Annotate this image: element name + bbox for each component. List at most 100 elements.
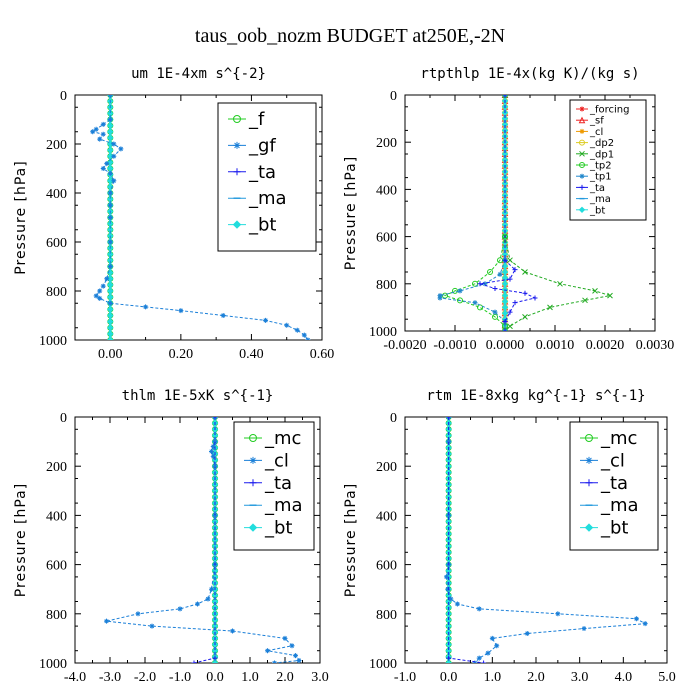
legend-label: _forcing xyxy=(589,105,630,116)
data-point xyxy=(507,309,513,315)
y-tick-label: 400 xyxy=(376,183,397,198)
data-point xyxy=(111,141,117,147)
data-point xyxy=(446,417,452,420)
legend-marker xyxy=(585,479,593,487)
legend-entry: _cl xyxy=(244,450,289,471)
series-line xyxy=(443,95,506,331)
data-point xyxy=(135,611,141,617)
y-tick-label: 800 xyxy=(376,278,397,293)
series-line xyxy=(504,95,611,331)
data-point xyxy=(532,295,538,301)
data-point xyxy=(93,126,99,132)
data-point xyxy=(633,616,639,622)
legend-marker xyxy=(579,162,585,168)
data-point xyxy=(293,653,298,659)
y-tick-label: 200 xyxy=(46,460,67,475)
data-point xyxy=(501,304,509,311)
data-point xyxy=(557,280,563,287)
legend-label: _cl xyxy=(264,450,289,471)
x-tick-label: -0.0010 xyxy=(433,338,476,353)
data-point xyxy=(177,606,183,612)
data-point xyxy=(477,281,483,287)
legend-label: _bt xyxy=(589,205,605,216)
data-point xyxy=(111,153,117,159)
chart-title: um 1E-4xm s^{-2} xyxy=(131,66,266,82)
x-tick-label: 0.20 xyxy=(169,347,194,362)
data-point xyxy=(485,650,491,656)
x-tick-label: -1.0 xyxy=(394,670,416,685)
x-tick-label: 3.0 xyxy=(571,670,589,685)
data-point xyxy=(502,328,508,331)
data-point xyxy=(107,239,113,245)
legend-label: _dp2 xyxy=(589,138,614,149)
data-point xyxy=(107,128,114,135)
legend-label: _ma xyxy=(589,194,611,205)
legend-label: _ma xyxy=(264,495,303,516)
legend-entry: _tp1 xyxy=(576,172,612,183)
x-tick-label: -2.0 xyxy=(134,670,156,685)
series-line xyxy=(479,95,537,331)
series-ta xyxy=(191,417,218,663)
y-tick-label: 600 xyxy=(376,231,397,246)
data-point xyxy=(443,574,449,580)
data-point xyxy=(437,295,443,301)
data-point xyxy=(93,293,99,299)
data-point xyxy=(482,281,488,287)
data-point xyxy=(294,327,300,333)
series-tp1 xyxy=(437,95,508,331)
y-tick-label: 600 xyxy=(376,559,397,574)
legend-entry: _ta xyxy=(244,473,292,494)
legend-label: _tp2 xyxy=(589,161,612,172)
data-point xyxy=(90,129,96,135)
chart-title: rtm 1E-8xkg kg^{-1} s^{-1} xyxy=(426,388,645,404)
legend-marker xyxy=(579,128,585,134)
legend-marker xyxy=(248,523,258,532)
y-tick-label: 0 xyxy=(390,411,397,426)
data-point xyxy=(502,233,508,240)
series-ta xyxy=(477,95,538,331)
plot-area xyxy=(104,417,302,663)
data-point xyxy=(492,286,498,292)
data-point xyxy=(107,336,114,340)
data-point xyxy=(502,257,508,263)
x-tick-label: 5.0 xyxy=(658,670,676,685)
series-line xyxy=(448,417,484,663)
chart-title: thlm 1E-5xK s^{-1} xyxy=(122,388,274,404)
chart-panel-1: um 1E-4xm s^{-2} 0 200 400 600 800 1000 0.00 0.2… xyxy=(13,66,334,362)
x-tick-label: -0.0020 xyxy=(383,338,426,353)
data-point xyxy=(212,417,218,420)
series-line xyxy=(439,95,506,331)
legend-marker xyxy=(585,456,593,464)
legend-entry: _mc xyxy=(580,428,637,449)
data-point xyxy=(107,134,114,142)
series-tp2 xyxy=(442,95,508,331)
legend-frame xyxy=(233,421,315,551)
x-tick-label: 0.00 xyxy=(98,347,123,362)
legend-entry: _bt xyxy=(576,205,605,216)
data-point xyxy=(512,300,518,306)
x-tick-label: 0.60 xyxy=(310,347,335,362)
data-point xyxy=(501,292,509,299)
data-point xyxy=(107,293,114,301)
data-point xyxy=(524,630,530,636)
legend-marker xyxy=(233,115,241,123)
data-point xyxy=(522,313,528,320)
data-point xyxy=(107,190,113,196)
legend-label: _gf xyxy=(248,135,276,156)
data-point xyxy=(104,161,110,167)
data-point xyxy=(212,463,218,469)
legend-frame xyxy=(569,421,659,551)
data-point xyxy=(481,660,487,663)
legend-marker xyxy=(232,220,242,229)
y-tick-label: 1000 xyxy=(369,325,397,340)
data-point xyxy=(507,323,513,330)
data-point xyxy=(446,512,452,518)
data-point xyxy=(104,618,109,624)
x-tick-label: 0.0000 xyxy=(486,338,525,353)
legend-entry: _f xyxy=(228,109,265,130)
chart-panel-3: thlm 1E-5xK s^{-1}02004006008001000-4.0-… xyxy=(13,388,329,685)
legend: _forcing_sf_cl_dp2_dp1_tp2_tp1_ta_ma_bt xyxy=(569,99,647,221)
data-point xyxy=(555,611,561,617)
legend-entry: _ta xyxy=(228,162,276,183)
